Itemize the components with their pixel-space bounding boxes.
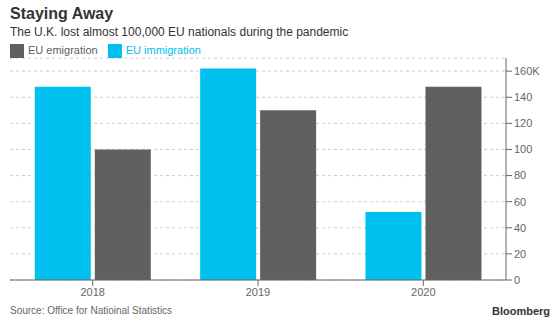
html-text:Staying Away: Staying Away [10,5,114,22]
svg-text:80: 80 [514,169,526,181]
svg-text:160K: 160K [514,65,540,77]
html-text:The U.K. lost almost 100,000 E: The U.K. lost almost 100,000 EU national… [10,25,349,39]
svg-text:40: 40 [514,222,526,234]
svg-text:2019: 2019 [246,286,270,298]
svg-text:60: 60 [514,196,526,208]
svg-text:140: 140 [514,91,532,103]
html-text:EU emigration: EU emigration [28,44,98,56]
svg-text:20: 20 [514,248,526,260]
html-text:Bloomberg: Bloomberg [491,305,550,317]
svg-text:120: 120 [514,117,532,129]
html-text:Source: Office for Natioinal S: Source: Office for Natioinal Statistics [10,305,173,316]
svg-text:2018: 2018 [80,286,104,298]
svg-text:2020: 2020 [411,286,435,298]
html-text:EU immigration: EU immigration [125,44,201,56]
svg-text:0: 0 [514,274,520,286]
svg-text:100: 100 [514,143,532,155]
